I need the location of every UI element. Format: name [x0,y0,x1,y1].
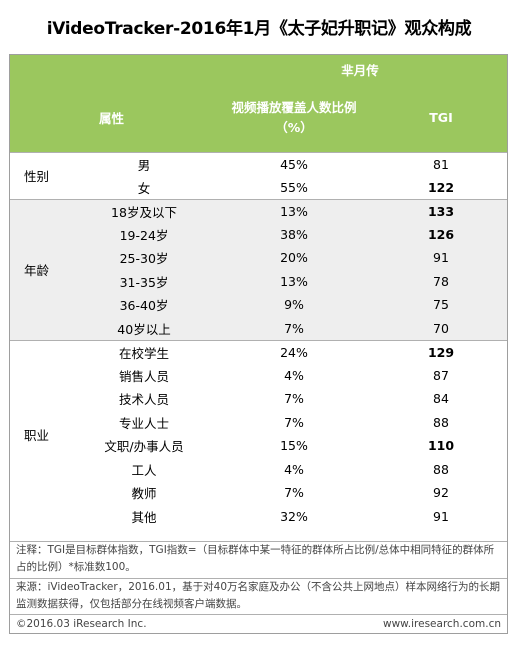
header-coverage-line2: （%） [275,119,313,135]
row-name: 19-24岁 [119,227,169,243]
row-pct: 38% [280,226,308,242]
row-name: 25-30岁 [119,251,169,267]
row-pct: 4% [284,367,304,383]
row-name: 男 [75,151,213,176]
row-tgi: 84 [433,391,449,407]
row-tgi: 122 [427,179,455,195]
group-label: 年龄 [10,198,75,340]
row-name: 40岁以上 [117,321,171,337]
row-pct: 7% [284,485,304,501]
table-row: 19-24岁 38% 126 [10,222,508,246]
table-row: 性别男 45% 81 [10,151,508,199]
table-row: 女 55% 122 [10,175,508,199]
row-tgi: 81 [375,151,508,176]
header-tgi: TGI [375,84,508,152]
copyright: ©2016.03 iResearch Inc. [16,618,147,630]
row-tgi: 75 [433,297,449,313]
row-name: 31-35岁 [119,274,169,290]
row-tgi: 129 [375,339,508,364]
row-name: 女 [137,180,151,196]
note-tgi: 注释：TGI是目标群体指数，TGI指数=（目标群体中某一特征的群体所占比例/总体… [10,541,507,578]
row-pct: 32% [280,508,308,524]
row-tgi: 126 [427,226,455,242]
table-row: 教师 7% 92 [10,481,508,505]
row-name: 专业人士 [118,415,169,431]
note-source: 来源：iVideoTracker，2016.01，基于对40万名家庭及办公（不含… [10,578,507,614]
table-row: 职业 在校学生 24% 129 [10,339,508,528]
table-row: 其他 32% 91 [10,504,508,528]
table-row: 36-40岁 9% 75 [10,293,508,317]
table-row: 技术人员 7% 84 [10,387,508,411]
header-attr: 属性 [10,84,213,152]
row-pct: 45% [213,151,375,176]
table-row: 工人 4% 88 [10,457,508,481]
row-tgi: 92 [433,485,449,501]
row-tgi: 133 [375,198,508,223]
table-row: 文职/办事人员 15% 110 [10,434,508,458]
table-row: 年龄 18岁及以下 13% 133 [10,198,508,340]
row-name: 36-40岁 [119,298,169,314]
group-label: 性别 [10,151,75,199]
row-pct: 13% [280,273,308,289]
table-row: 31-35岁 13% 78 [10,269,508,293]
audience-table: 芈月传 属性 视频播放覆盖人数比例 （%） TGI 性别男 45% 81 女 55% 12… [10,55,508,528]
row-pct: 4% [284,461,304,477]
row-name: 在校学生 [75,339,213,364]
table-row: 专业人士 7% 88 [10,410,508,434]
row-pct: 7% [284,320,304,336]
row-tgi: 110 [427,438,455,454]
row-name: 技术人员 [118,392,169,408]
row-pct: 13% [213,198,375,223]
header-blank [10,55,213,84]
row-tgi: 88 [433,461,449,477]
table-row: 40岁以上 7% 70 [10,316,508,340]
row-tgi: 88 [433,414,449,430]
row-pct: 20% [280,250,308,266]
row-name: 18岁及以下 [75,198,213,223]
header-show-name: 芈月传 [213,55,508,84]
page-title: iVideoTracker-2016年1月《太子妃升职记》观众构成 [46,19,472,39]
row-pct: 15% [280,438,308,454]
row-pct: 7% [284,414,304,430]
table-row: 销售人员 4% 87 [10,363,508,387]
row-pct: 7% [284,391,304,407]
table-row: 25-30岁 20% 91 [10,246,508,270]
row-pct: 24% [213,339,375,364]
header-coverage-line1: 视频播放覆盖人数比例 [231,99,357,115]
row-name: 其他 [131,509,157,525]
row-tgi: 91 [433,250,449,266]
website-link[interactable]: www.iresearch.com.cn [382,618,501,630]
row-pct: 55% [280,179,308,195]
row-name: 工人 [131,462,157,478]
footer: ©2016.03 iResearch Inc. www.iresearch.co… [10,614,507,633]
row-name: 教师 [131,486,157,502]
row-pct: 9% [284,297,304,313]
group-label: 职业 [10,339,75,528]
header-coverage: 视频播放覆盖人数比例 （%） [213,84,375,152]
row-tgi: 87 [433,367,449,383]
row-tgi: 78 [433,273,449,289]
row-name: 文职/办事人员 [104,439,184,455]
row-tgi: 70 [433,320,449,336]
row-name: 销售人员 [118,368,169,384]
table-frame [9,54,508,634]
row-tgi: 91 [433,508,449,524]
table-body: 性别男 45% 81 女 55% 122 年龄 18岁及以下 13% 133 19-24岁 38% 12… [10,151,508,528]
